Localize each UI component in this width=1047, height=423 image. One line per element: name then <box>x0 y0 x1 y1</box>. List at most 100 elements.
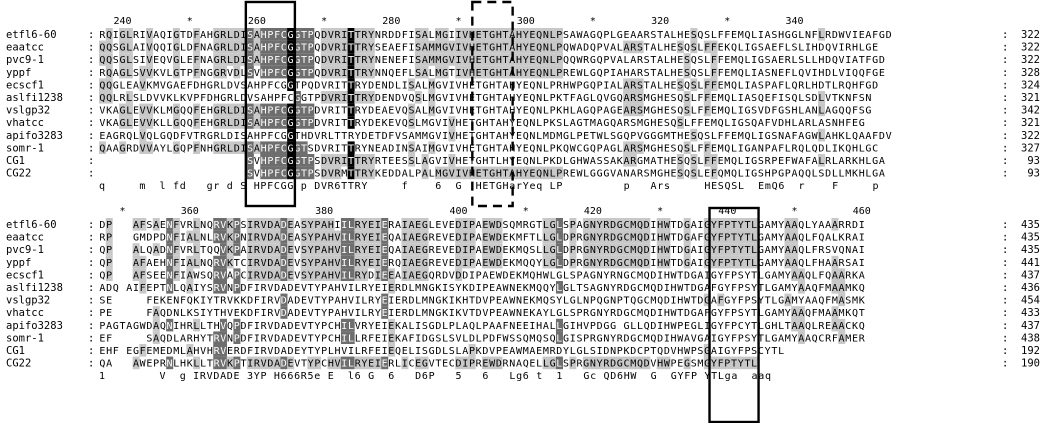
residue: A <box>516 359 522 370</box>
residue: A <box>462 346 468 357</box>
residue: M <box>167 106 173 117</box>
residue: Q <box>597 30 603 41</box>
sequence-end-position: 454 <box>1021 295 1040 307</box>
residue: M <box>644 333 650 344</box>
residue: P <box>308 30 314 41</box>
residue-shade <box>723 230 731 244</box>
residue: A <box>113 106 119 117</box>
residue: I <box>462 220 468 231</box>
residue: M <box>644 93 650 104</box>
residue-shade <box>495 218 503 231</box>
residue-shade <box>334 154 342 167</box>
residue: G <box>429 118 435 129</box>
residue-shade <box>327 243 335 256</box>
residue: Y <box>724 333 730 344</box>
residue: P <box>785 169 791 180</box>
residue: S <box>792 43 798 54</box>
residue: S <box>375 43 381 54</box>
residue: S <box>301 258 307 269</box>
residue: G <box>637 156 643 167</box>
residue: C <box>872 143 878 154</box>
residue: P <box>597 43 603 54</box>
residue-shade <box>293 154 301 167</box>
residue: A <box>254 43 260 54</box>
residue: G <box>529 220 535 231</box>
residue: L <box>536 118 542 129</box>
residue: D <box>234 55 240 66</box>
residue-shade <box>495 356 503 370</box>
residue: L <box>160 106 166 117</box>
residue-shade <box>219 218 227 231</box>
residue-shade <box>643 356 651 370</box>
residue: L <box>180 346 186 357</box>
residue: P <box>617 296 623 307</box>
residue: A <box>274 233 280 244</box>
residue: M <box>845 283 851 294</box>
residue: E <box>126 80 132 91</box>
sequence-name: eaatcc <box>6 232 44 244</box>
residue-shade <box>172 53 180 66</box>
residue-shade <box>502 53 510 66</box>
residue: T <box>731 233 737 244</box>
residue: G <box>576 346 582 357</box>
residue: K <box>456 296 462 307</box>
residue: I <box>200 296 206 307</box>
residue: P <box>328 308 334 319</box>
residue: H <box>456 118 462 129</box>
residue: A <box>744 93 750 104</box>
residue-shade <box>287 40 295 54</box>
residue: H <box>328 220 334 231</box>
residue: E <box>523 143 529 154</box>
residue-shade <box>623 141 631 154</box>
residue: E <box>684 30 690 41</box>
residue: G <box>637 296 643 307</box>
residue: I <box>462 359 468 370</box>
residue-shade <box>502 28 510 41</box>
residue-shade <box>663 230 671 244</box>
residue: A <box>180 333 186 344</box>
residue: N <box>590 220 596 231</box>
residue: S <box>637 80 643 91</box>
residue-shade <box>273 356 281 370</box>
residue-shade <box>555 28 563 41</box>
residue: D <box>556 156 562 167</box>
residue: M <box>644 156 650 167</box>
residue: A <box>852 245 858 256</box>
residue: C <box>281 68 287 79</box>
residue: A <box>650 43 656 54</box>
residue: T <box>301 43 307 54</box>
residue-shade <box>387 344 395 357</box>
residue: T <box>731 359 737 370</box>
residue-shade <box>99 91 107 104</box>
residue-shade <box>105 28 113 41</box>
residue-shade <box>629 218 637 231</box>
residue: T <box>180 30 186 41</box>
residue: S <box>744 118 750 129</box>
residue: P <box>328 296 334 307</box>
residue: G <box>610 106 616 117</box>
residue: E <box>516 131 522 142</box>
residue: R <box>617 283 624 294</box>
residue: P <box>267 55 273 66</box>
residue: P <box>543 118 549 129</box>
residue-shade <box>307 218 315 231</box>
sequence-name: pvc9-1 <box>6 54 44 66</box>
residue: V <box>449 156 455 167</box>
residue: M <box>516 245 522 256</box>
residue: A <box>617 169 623 180</box>
residue: Y <box>550 283 556 294</box>
residue: D <box>240 283 246 294</box>
residue: M <box>839 308 845 319</box>
residue: Q <box>153 43 159 54</box>
residue: N <box>200 220 206 231</box>
residue: P <box>99 308 105 319</box>
residue: D <box>556 346 562 357</box>
residue: L <box>818 30 824 41</box>
residue: E <box>489 270 495 281</box>
residue: H <box>657 258 663 269</box>
residue: L <box>442 321 448 332</box>
residue: Q <box>180 106 186 117</box>
residue-shade <box>139 128 147 142</box>
residue: W <box>677 333 684 344</box>
residue-shade <box>636 78 644 91</box>
